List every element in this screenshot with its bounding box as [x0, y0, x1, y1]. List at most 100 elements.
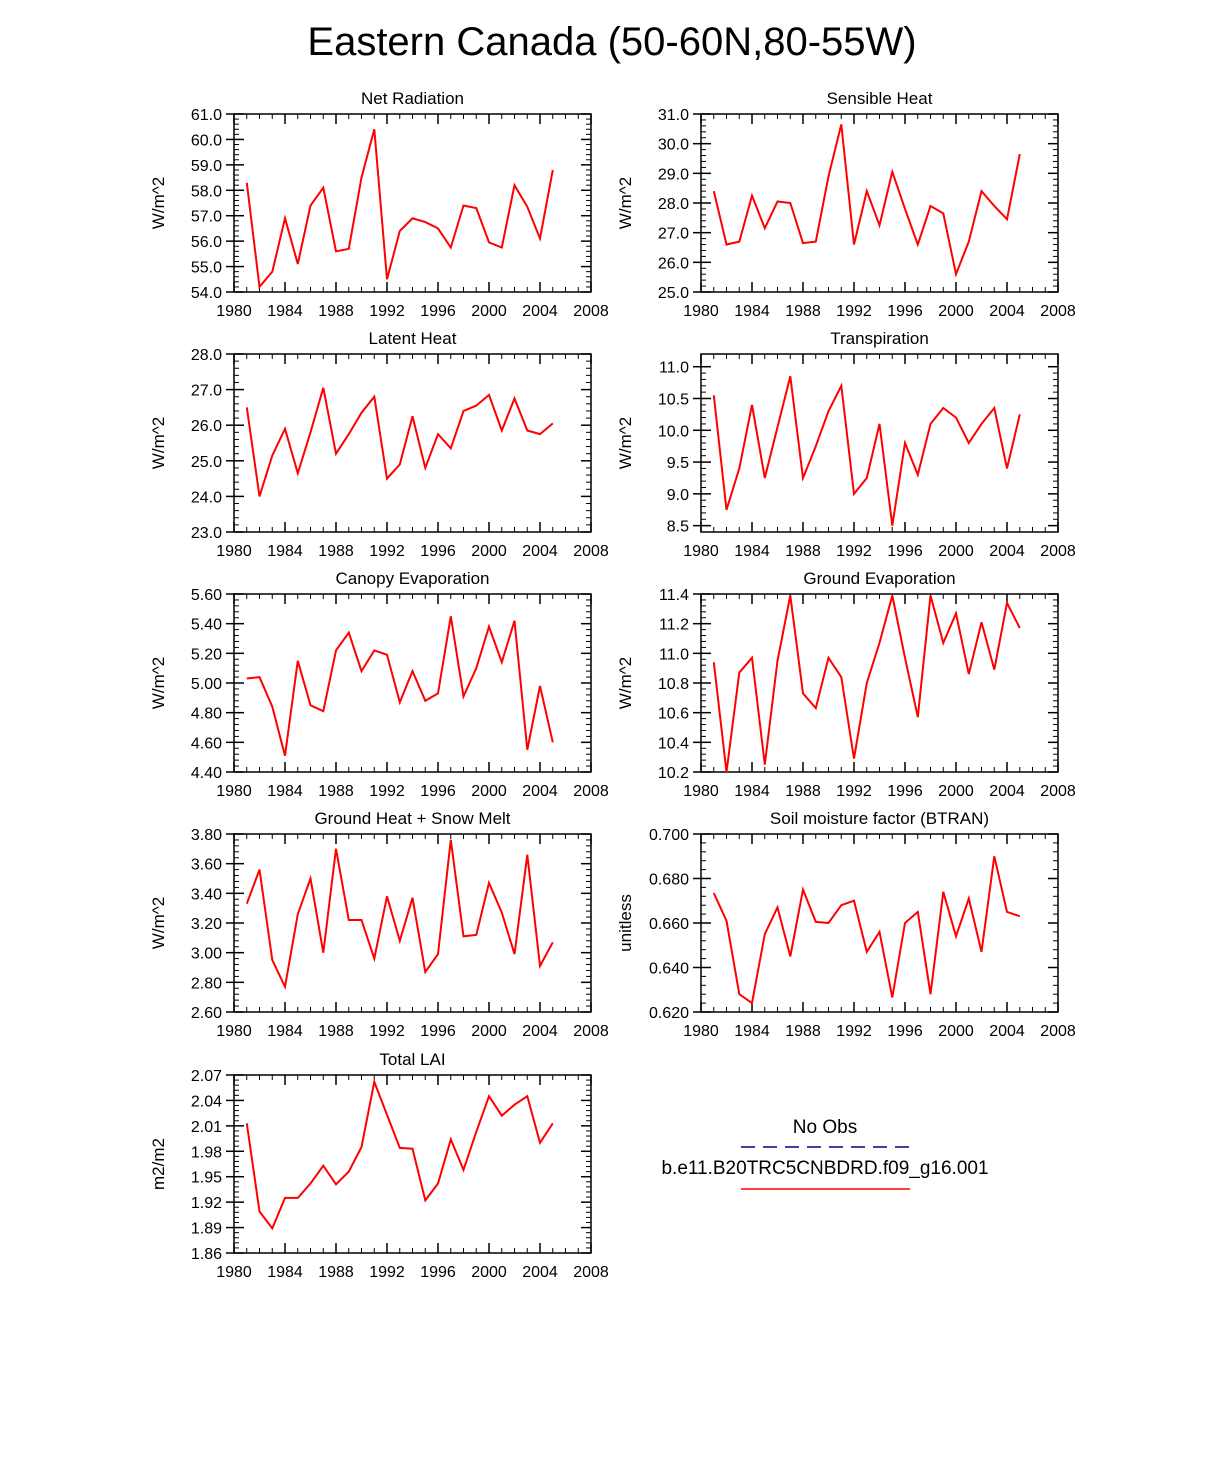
- x-tick-label: 2008: [1040, 783, 1076, 800]
- legend-model-label: b.e11.B20TRC5CNBDRD.f09_g16.001: [661, 1158, 988, 1179]
- x-tick-label: 1992: [836, 1023, 872, 1040]
- plot-frame: [233, 833, 592, 1013]
- y-tick-label: 56.0: [191, 234, 222, 251]
- y-tick-label: 8.5: [667, 519, 689, 536]
- x-tick-label: 2004: [522, 543, 558, 560]
- x-tick-label: 1984: [267, 1264, 303, 1281]
- y-tick-label: 5.60: [191, 587, 222, 604]
- y-axis-label: W/m^2: [616, 177, 635, 229]
- y-tick-label: 3.00: [191, 946, 222, 963]
- y-tick-label: 2.60: [191, 1005, 222, 1022]
- x-tick-label: 1988: [318, 783, 354, 800]
- chart-title: Sensible Heat: [827, 89, 933, 108]
- x-tick-label: 1980: [216, 543, 252, 560]
- y-tick-label: 26.0: [191, 418, 222, 435]
- chart-panel: Ground Heat + Snow Melt W/m^2 1980 1984 1988…: [149, 809, 609, 1040]
- legend-obs-label: No Obs: [793, 1117, 857, 1138]
- y-tick-label: 3.20: [191, 916, 222, 933]
- y-tick-label: 0.700: [649, 827, 689, 844]
- y-tick-label: 1.98: [191, 1144, 222, 1161]
- chart-panel: Latent Heat W/m^2 1980 1984 1988 1992 1996 2000…: [149, 329, 609, 560]
- x-tick-label: 1980: [683, 543, 719, 560]
- y-tick-label: 28.0: [191, 347, 222, 364]
- x-tick-label: 2000: [938, 783, 974, 800]
- x-tick-label: 1996: [420, 1264, 456, 1281]
- y-tick-label: 59.0: [191, 158, 222, 175]
- x-tick-label: 1988: [785, 543, 821, 560]
- x-tick-label: 2008: [573, 1264, 609, 1281]
- x-tick-label: 1988: [785, 303, 821, 320]
- y-tick-label: 28.0: [658, 196, 689, 213]
- series-line: [245, 129, 554, 290]
- chart-panel: Transpiration W/m^2 1980 1984 1988 1992 1996 20…: [616, 329, 1076, 560]
- chart-title: Net Radiation: [361, 89, 464, 108]
- x-tick-label: 1996: [887, 303, 923, 320]
- x-tick-label: 1996: [887, 783, 923, 800]
- x-tick-label: 2000: [471, 783, 507, 800]
- y-tick-label: 10.6: [658, 706, 689, 723]
- x-tick-label: 2008: [1040, 303, 1076, 320]
- x-tick-label: 2004: [989, 783, 1025, 800]
- series-line: [245, 839, 554, 991]
- plot-frame: [233, 353, 592, 533]
- y-tick-label: 60.0: [191, 132, 222, 149]
- y-tick-label: 10.0: [658, 423, 689, 440]
- y-tick-label: 27.0: [658, 226, 689, 243]
- y-tick-label: 5.40: [191, 617, 222, 634]
- y-tick-label: 5.00: [191, 676, 222, 693]
- y-tick-label: 3.60: [191, 857, 222, 874]
- chart-panel: Sensible Heat W/m^2 1980 1984 1988 1992 1996 20…: [616, 89, 1076, 320]
- x-tick-label: 2008: [573, 303, 609, 320]
- x-tick-label: 2008: [573, 783, 609, 800]
- y-tick-label: 1.89: [191, 1221, 222, 1238]
- x-tick-label: 2004: [522, 783, 558, 800]
- x-tick-label: 1984: [267, 543, 303, 560]
- chart-panel: Ground Evaporation W/m^2 1980 1984 1988 1992 1…: [616, 569, 1076, 800]
- x-tick-label: 1992: [836, 303, 872, 320]
- x-tick-label: 2004: [989, 543, 1025, 560]
- x-tick-label: 1984: [734, 543, 770, 560]
- x-tick-label: 2008: [1040, 1023, 1076, 1040]
- y-tick-label: 2.01: [191, 1119, 222, 1136]
- x-tick-label: 2004: [989, 303, 1025, 320]
- plot-frame: [233, 113, 592, 293]
- x-tick-label: 1988: [318, 1264, 354, 1281]
- x-tick-label: 1988: [318, 543, 354, 560]
- y-tick-label: 61.0: [191, 107, 222, 124]
- y-tick-label: 1.86: [191, 1246, 222, 1263]
- x-tick-label: 1984: [734, 303, 770, 320]
- chart-title: Ground Evaporation: [803, 569, 955, 588]
- y-tick-label: 4.60: [191, 735, 222, 752]
- x-tick-label: 1988: [318, 303, 354, 320]
- y-tick-label: 9.5: [667, 455, 689, 472]
- plot-frame: [233, 593, 592, 773]
- chart-panel: Soil moisture factor (BTRAN) unitless 1980…: [616, 809, 1076, 1040]
- plot-frame: [700, 353, 1059, 533]
- y-tick-label: 57.0: [191, 209, 222, 226]
- x-tick-label: 1992: [369, 543, 405, 560]
- y-tick-label: 2.04: [191, 1093, 222, 1110]
- y-tick-label: 0.640: [649, 961, 689, 978]
- y-tick-label: 27.0: [191, 383, 222, 400]
- page-title: Eastern Canada (50-60N,80-55W): [307, 20, 917, 64]
- y-tick-label: 10.8: [658, 676, 689, 693]
- chart-title: Total LAI: [379, 1050, 445, 1069]
- x-tick-label: 1980: [216, 1264, 252, 1281]
- x-tick-label: 2008: [1040, 543, 1076, 560]
- x-tick-label: 1996: [420, 1023, 456, 1040]
- legend: No Obs b.e11.B20TRC5CNBDRD.f09_g16.001: [661, 1117, 989, 1190]
- x-tick-label: 1980: [683, 1023, 719, 1040]
- x-tick-label: 1984: [267, 783, 303, 800]
- y-tick-label: 11.0: [659, 360, 689, 377]
- y-tick-label: 4.80: [191, 706, 222, 723]
- y-tick-label: 23.0: [191, 525, 222, 542]
- y-axis-label: W/m^2: [149, 177, 168, 229]
- x-tick-label: 1992: [369, 1023, 405, 1040]
- y-tick-label: 0.660: [649, 916, 689, 933]
- y-tick-label: 9.0: [667, 487, 689, 504]
- x-tick-label: 1980: [216, 1023, 252, 1040]
- y-tick-label: 11.0: [659, 646, 689, 663]
- y-axis-label: W/m^2: [616, 417, 635, 469]
- x-tick-label: 1992: [369, 303, 405, 320]
